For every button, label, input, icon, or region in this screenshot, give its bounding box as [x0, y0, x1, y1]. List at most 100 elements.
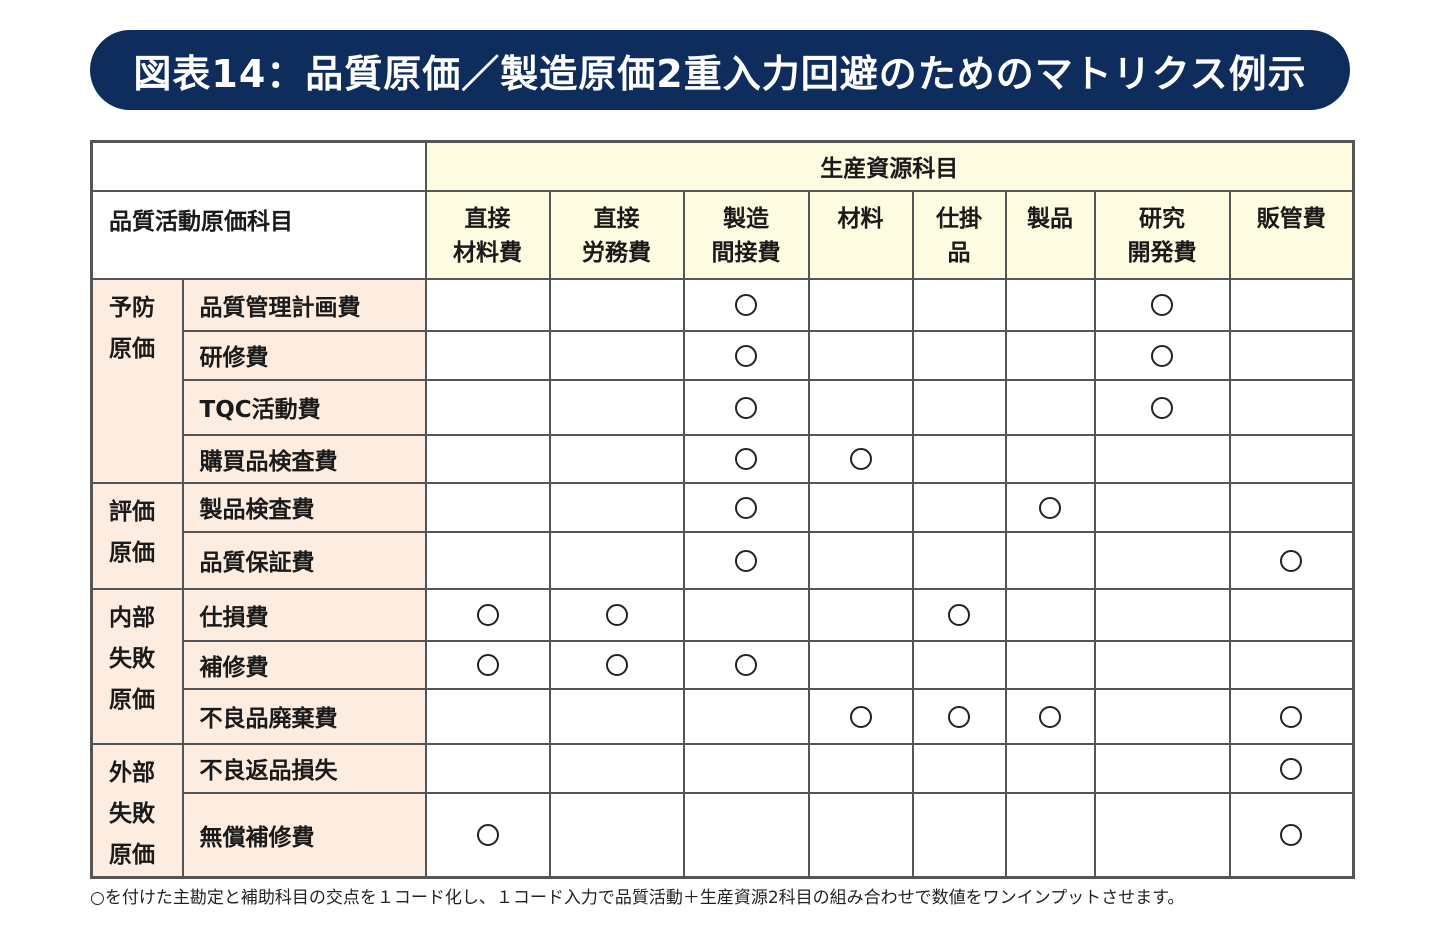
matrix-cell: [682, 791, 810, 879]
matrix-cell: [682, 742, 810, 794]
matrix-cell: [548, 530, 685, 590]
matrix-cell: [807, 277, 914, 332]
item-label: 品質管理計画費: [181, 277, 427, 332]
matrix-cell: [424, 687, 551, 745]
matrix-cell: [548, 639, 685, 690]
matrix-cell: [1228, 481, 1355, 533]
item-label: 仕損費: [181, 587, 427, 642]
column-header-direct-labor: 直接 労務費: [548, 189, 685, 280]
matrix-cell: [1093, 639, 1231, 690]
matrix-cell: [1004, 639, 1096, 690]
matrix-cell: [548, 433, 685, 484]
column-header-row: 品質活動原価科目 直接 材料費 直接 労務費 製造 間接費 材料 仕掛 品 製品…: [90, 189, 1355, 280]
matrix-cell: [911, 433, 1007, 484]
circle-mark-icon: [735, 448, 757, 470]
corner-cell: [90, 140, 427, 192]
item-label: TQC活動費: [181, 378, 427, 436]
matrix-cell: [911, 742, 1007, 794]
matrix-cell: [807, 742, 914, 794]
matrix-cell: [548, 587, 685, 642]
matrix-cell: [1093, 329, 1231, 381]
circle-mark-icon: [735, 496, 757, 519]
item-label: 購買品検査費: [181, 433, 427, 484]
matrix-cell: [1004, 378, 1096, 436]
matrix-cell: [911, 587, 1007, 642]
item-label: 不良品廃棄費: [181, 687, 427, 745]
matrix-cell: [1228, 277, 1355, 332]
matrix-cell: [807, 433, 914, 484]
circle-mark-icon: [1039, 705, 1061, 728]
matrix-cell: [807, 639, 914, 690]
column-header-work-in-process: 仕掛 品: [911, 189, 1007, 280]
circle-mark-icon: [948, 604, 970, 626]
circle-mark-icon: [476, 604, 499, 626]
matrix-cell: [911, 687, 1007, 745]
matrix-cell: [1228, 530, 1355, 590]
circle-mark-icon: [476, 824, 499, 847]
matrix-cell: [1093, 433, 1231, 484]
matrix-cell: [682, 687, 810, 745]
group-header: 生産資源科目: [424, 140, 1355, 192]
column-header-products: 製品: [1004, 189, 1096, 280]
circle-mark-icon: [849, 448, 872, 470]
matrix-cell: [424, 530, 551, 590]
matrix-cell: [424, 481, 551, 533]
matrix-cell: [548, 329, 685, 381]
matrix-cell: [807, 791, 914, 879]
matrix-cell: [682, 378, 810, 436]
matrix-cell: [548, 687, 685, 745]
item-label: 研修費: [181, 329, 427, 381]
matrix-cell: [1228, 791, 1355, 879]
category-label: 内部 失敗 原価: [90, 587, 184, 745]
column-header-rnd: 研究 開発費: [1093, 189, 1231, 280]
matrix-cell: [1228, 433, 1355, 484]
matrix-cell: [807, 481, 914, 533]
matrix-cell: [911, 277, 1007, 332]
circle-mark-icon: [1280, 824, 1303, 847]
matrix-cell: [1004, 530, 1096, 590]
table-row: 内部 失敗 原価 仕損費: [90, 587, 1355, 745]
item-label: 製品検査費: [181, 481, 427, 533]
circle-mark-icon: [1151, 396, 1173, 419]
table-row: 研修費: [92, 329, 1355, 381]
group-header-row: 生産資源科目: [90, 140, 1355, 192]
matrix-cell: [1004, 481, 1096, 533]
circle-mark-icon: [849, 705, 872, 728]
circle-mark-icon: [948, 705, 970, 728]
matrix-cell: [911, 530, 1007, 590]
column-header-materials: 材料: [807, 189, 914, 280]
table-row: 補修費: [92, 639, 1355, 690]
table-row: 不良品廃棄費: [92, 687, 1355, 745]
matrix-cell: [807, 378, 914, 436]
matrix-cell: [911, 329, 1007, 381]
matrix-cell: [1093, 481, 1231, 533]
matrix-cell: [1093, 587, 1231, 642]
column-header-manufacturing-overhead: 製造 間接費: [682, 189, 810, 280]
matrix-cell: [1228, 639, 1355, 690]
matrix-cell: [1228, 378, 1355, 436]
matrix-cell: [682, 530, 810, 590]
matrix-cell: [807, 329, 914, 381]
matrix-cell: [807, 587, 914, 642]
matrix-cell: [548, 791, 685, 879]
matrix-cell: [911, 481, 1007, 533]
matrix-cell: [424, 742, 551, 794]
circle-mark-icon: [1280, 705, 1303, 728]
matrix-cell: [1228, 687, 1355, 745]
matrix-cell: [682, 329, 810, 381]
circle-mark-icon: [605, 604, 628, 626]
circle-mark-icon: [735, 294, 757, 316]
matrix-cell: [424, 587, 551, 642]
matrix-cell: [424, 378, 551, 436]
item-label: 品質保証費: [181, 530, 427, 590]
matrix-cell: [1228, 329, 1355, 381]
matrix-cell: [807, 530, 914, 590]
cost-matrix-table: 生産資源科目 品質活動原価科目 直接 材料費 直接 労務費 製造 間接費 材料 …: [90, 140, 1355, 879]
item-label: 補修費: [181, 639, 427, 690]
table-row: 購買品検査費: [92, 433, 1355, 484]
matrix-cell: [548, 277, 685, 332]
category-label: 評価 原価: [90, 481, 184, 590]
circle-mark-icon: [1151, 294, 1173, 316]
table-row: 評価 原価 製品検査費: [90, 481, 1355, 590]
matrix-cell: [911, 378, 1007, 436]
